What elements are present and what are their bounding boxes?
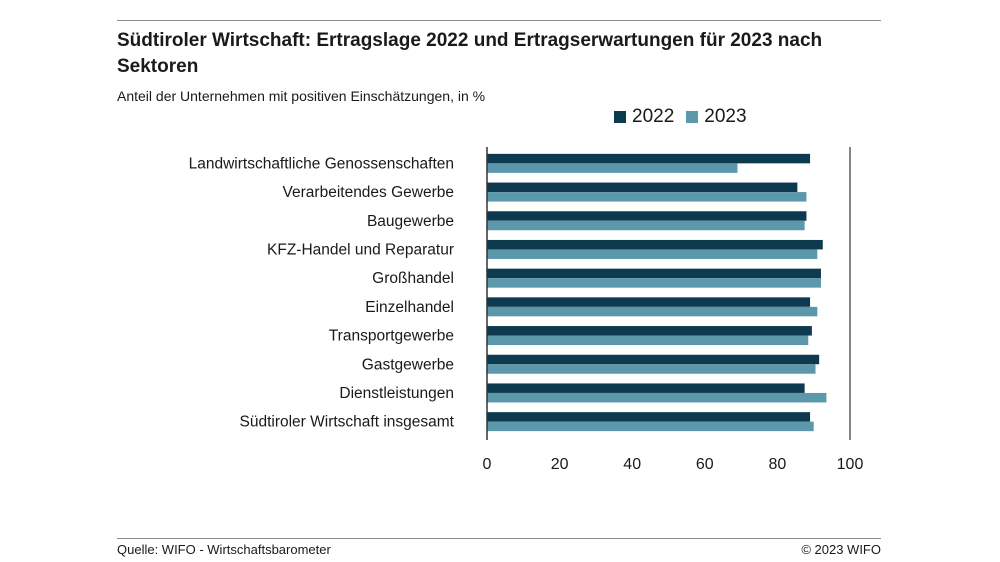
bar-2022 <box>487 383 805 393</box>
bar-2023 <box>487 335 809 346</box>
x-tick-label: 0 <box>483 456 492 473</box>
legend-swatch-2022 <box>614 111 626 123</box>
category-label: Dienstleistungen <box>339 385 454 402</box>
x-tick-label: 100 <box>837 456 864 473</box>
bar-2023 <box>487 306 818 317</box>
category-label: Transportgewerbe <box>329 328 454 345</box>
chart-subtitle: Anteil der Unternehmen mit positiven Ein… <box>117 88 486 104</box>
category-label: Baugewerbe <box>367 213 454 230</box>
legend-swatch-2023 <box>686 111 699 123</box>
category-label: Großhandel <box>372 270 454 287</box>
bar-2023 <box>487 392 827 403</box>
bar-2022 <box>487 412 811 422</box>
bar-2023 <box>487 249 818 259</box>
legend-item-2022: 2022 <box>614 106 674 128</box>
bar-2023 <box>487 278 821 288</box>
category-label: Gastgewerbe <box>362 356 454 373</box>
category-label: Landwirtschaftliche Genossenschaften <box>189 155 454 172</box>
source-note: Quelle: WIFO - Wirtschaftsbarometer <box>117 542 331 557</box>
x-tick-label: 80 <box>769 456 787 473</box>
chart-title: Südtiroler Wirtschaft: Ertragslage 2022 … <box>117 30 823 77</box>
bar-2023 <box>487 192 807 202</box>
bar-2022 <box>487 297 811 307</box>
category-label: KFZ-Handel und Reparatur <box>267 241 454 258</box>
legend-label-2022: 2022 <box>632 106 675 127</box>
legend-item-2023: 2023 <box>686 106 747 128</box>
bar-2022 <box>487 153 811 164</box>
bar-2022 <box>487 354 820 365</box>
x-tick-label: 40 <box>623 456 641 473</box>
bar-2023 <box>487 364 816 374</box>
legend-label-2023: 2023 <box>704 106 747 127</box>
bar-2022 <box>487 182 798 193</box>
category-label: Südtiroler Wirtschaft insgesamt <box>240 414 455 431</box>
x-tick-label: 20 <box>551 456 569 473</box>
copyright-note: © 2023 WIFO <box>801 542 881 557</box>
x-tick-label: 60 <box>696 456 714 473</box>
bar-2022 <box>487 268 821 279</box>
category-label: Verarbeitendes Gewerbe <box>283 184 454 201</box>
bar-2023 <box>487 421 814 432</box>
top-rule <box>117 20 881 21</box>
bar-2022 <box>487 239 823 250</box>
bar-2023 <box>487 163 738 173</box>
category-label: Einzelhandel <box>365 299 454 316</box>
bar-2022 <box>487 326 812 336</box>
bar-2023 <box>487 220 805 231</box>
bottom-rule <box>117 538 881 539</box>
bar-2022 <box>487 211 807 221</box>
legend: 2022 2023 <box>614 106 759 128</box>
